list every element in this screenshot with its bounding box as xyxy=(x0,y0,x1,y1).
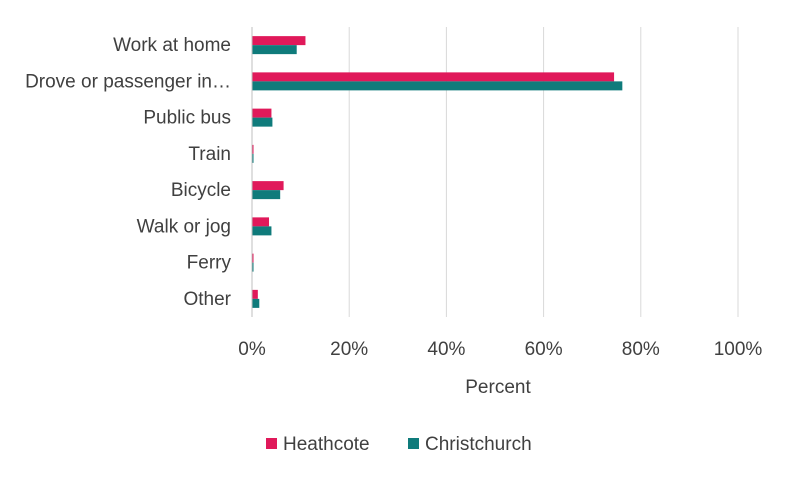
x-tick-label-1: 20% xyxy=(330,339,368,360)
category-label-1: Drove or passenger in… xyxy=(25,71,231,92)
bar-christchurch-5 xyxy=(252,226,272,236)
bar-heathcote-5 xyxy=(252,217,270,227)
bar-heathcote-7 xyxy=(252,289,258,299)
x-tick-labels: 0% 20% 40% 60% 80% 100% xyxy=(238,339,762,360)
gridlines xyxy=(348,27,739,317)
x-tick-label-5: 100% xyxy=(714,339,763,360)
bar-christchurch-6 xyxy=(252,262,254,272)
legend-label-heathcote: Heathcote xyxy=(283,434,370,455)
bar-heathcote-0 xyxy=(252,36,306,46)
category-label-7: Other xyxy=(183,289,231,310)
x-axis-title: Percent xyxy=(465,377,531,398)
category-label-6: Ferry xyxy=(187,253,232,274)
bar-heathcote-3 xyxy=(252,144,254,154)
bar-heathcote-1 xyxy=(252,72,615,82)
bar-christchurch-7 xyxy=(252,298,260,308)
x-tick-label-4: 80% xyxy=(622,339,660,360)
bar-heathcote-2 xyxy=(252,108,272,118)
category-label-5: Walk or jog xyxy=(137,216,231,237)
category-label-2: Public bus xyxy=(143,108,231,129)
legend-label-christchurch: Christchurch xyxy=(425,434,532,455)
bar-christchurch-0 xyxy=(252,45,297,55)
category-labels: Work at home Drove or passenger in… Public… xyxy=(25,35,232,310)
bar-heathcote-6 xyxy=(252,253,254,263)
bar-heathcote-4 xyxy=(252,181,284,191)
bar-christchurch-4 xyxy=(252,190,281,200)
legend-swatch-heathcote xyxy=(266,438,277,449)
bar-christchurch-3 xyxy=(252,153,254,163)
bar-christchurch-2 xyxy=(252,117,273,127)
category-label-4: Bicycle xyxy=(171,180,231,201)
x-tick-label-0: 0% xyxy=(238,339,266,360)
legend-swatch-christchurch xyxy=(408,438,419,449)
category-label-0: Work at home xyxy=(113,35,231,56)
bars xyxy=(252,36,623,308)
legend: Heathcote Christchurch xyxy=(266,434,532,455)
x-tick-label-3: 60% xyxy=(525,339,563,360)
category-label-3: Train xyxy=(188,144,231,165)
x-tick-label-2: 40% xyxy=(427,339,465,360)
bar-christchurch-1 xyxy=(252,81,623,91)
